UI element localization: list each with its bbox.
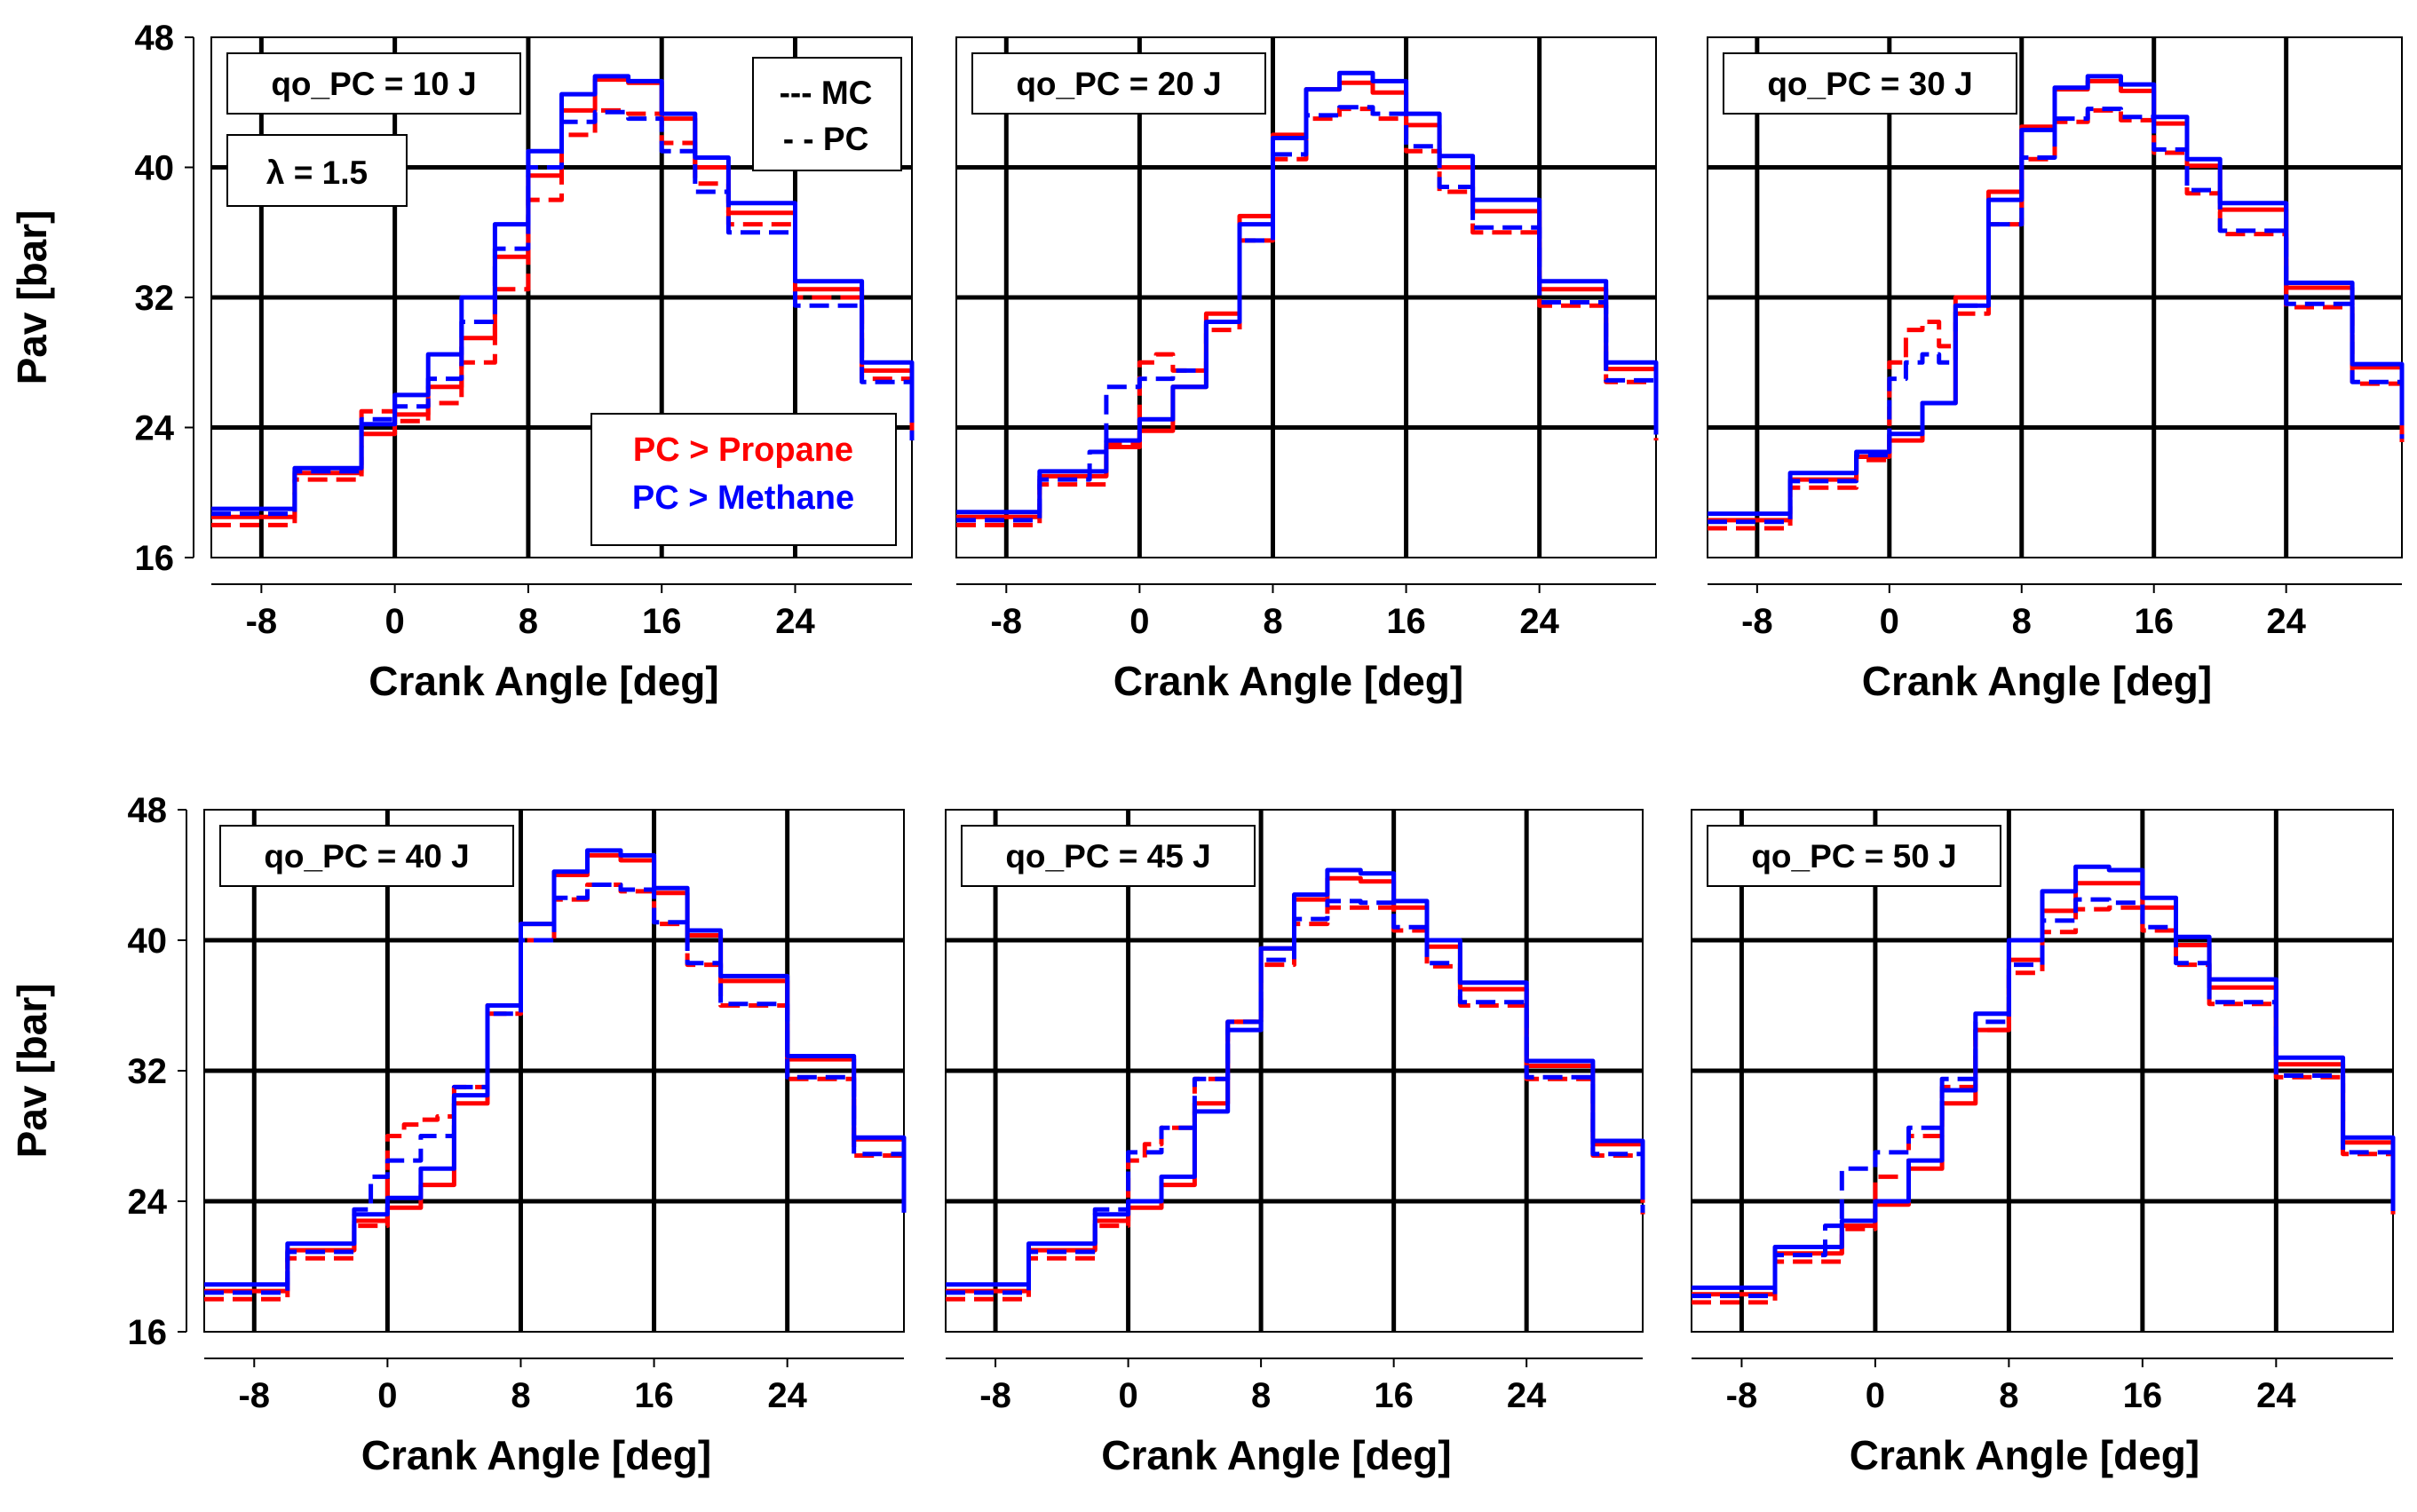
fuel-legend-entry: PC > Methane: [632, 479, 854, 517]
series-line: [204, 883, 907, 1302]
y-tick-label: 16: [128, 1313, 168, 1352]
series-line: [956, 105, 1659, 523]
x-tick-label: -8: [238, 1376, 270, 1415]
y-axis-label: Pav [bar]: [9, 210, 55, 385]
panel-title-box: [961, 825, 1256, 887]
x-axis-label: Crank Angle [deg]: [1862, 658, 2212, 704]
x-axis-label: Crank Angle [deg]: [368, 658, 718, 704]
series-line: [211, 109, 915, 517]
panel-p4: -8 0 8 16 24 Crank Angle [deg] 16 24 32 40 48 Pav […: [9, 791, 907, 1478]
panel-title-box: [1723, 52, 2017, 115]
x-axis-label: Crank Angle [deg]: [361, 1432, 711, 1478]
y-tick-label: 40: [128, 922, 168, 961]
x-tick-label: 8: [1251, 1376, 1271, 1415]
x-tick-label: -8: [990, 602, 1022, 641]
panel-p5: -8 0 8 16 24 Crank Angle [deg] qo_PC = 45 J: [945, 809, 1645, 1478]
panel-title: qo_PC = 45 J: [1005, 838, 1210, 875]
x-axis-label: Crank Angle [deg]: [1101, 1432, 1451, 1478]
series-line: [1708, 107, 2405, 531]
x-tick-label: 24: [1519, 602, 1559, 641]
x-tick-label: 8: [1263, 602, 1282, 641]
y-tick-label: 16: [135, 539, 175, 578]
series-line: [956, 107, 1659, 527]
y-tick-label: 48: [135, 19, 175, 58]
x-tick-label: 0: [385, 602, 405, 641]
series-line: [204, 883, 907, 1295]
x-tick-label: 0: [1129, 602, 1149, 641]
x-tick-label: 8: [511, 1376, 530, 1415]
series-line: [946, 898, 1645, 1295]
series-line: [211, 74, 915, 511]
y-tick-label: 24: [135, 409, 175, 448]
lambda-box: [226, 134, 408, 207]
x-tick-label: -8: [1741, 602, 1773, 641]
panel-p2: -8 0 8 16 24 Crank Angle [deg] qo_PC = 20 J: [955, 36, 1659, 704]
x-tick-label: -8: [979, 1376, 1011, 1415]
x-tick-label: 0: [377, 1376, 397, 1415]
series-line: [1692, 864, 2396, 1290]
x-tick-label: 16: [634, 1376, 674, 1415]
x-tick-label: -8: [1726, 1376, 1758, 1415]
x-tick-label: 24: [775, 602, 815, 641]
line-style-legend: [752, 57, 902, 171]
x-axis-label: Crank Angle [deg]: [1113, 658, 1463, 704]
series-line: [946, 905, 1645, 1302]
fuel-legend-entry: PC > Propane: [633, 431, 853, 469]
panel-title-box: [226, 52, 521, 115]
panel-title: qo_PC = 10 J: [271, 66, 476, 102]
series-line: [956, 70, 1659, 515]
y-axis-label: Pav [bar]: [9, 984, 55, 1159]
panel-p1: -8 0 8 16 24 Crank Angle [deg] 16 24 32 40 48 Pav […: [9, 19, 915, 704]
x-tick-label: 8: [519, 602, 538, 641]
x-tick-label: 8: [2012, 602, 2032, 641]
x-axis-label: Crank Angle [deg]: [1850, 1432, 2199, 1478]
lambda-label: λ = 1.5: [266, 154, 368, 191]
y-tick-label: 32: [128, 1052, 168, 1091]
panel-p6: -8 0 8 16 24 Crank Angle [deg] qo_PC = 50 J: [1691, 809, 2396, 1478]
panel-p3: -8 0 8 16 24 Crank Angle [deg] qo_PC = 30 J: [1707, 36, 2405, 704]
series-line: [1692, 897, 2396, 1299]
x-tick-label: 24: [1507, 1376, 1547, 1415]
panel-title: qo_PC = 40 J: [264, 838, 469, 875]
panel-title: qo_PC = 30 J: [1767, 66, 1972, 102]
x-tick-label: 16: [1374, 1376, 1414, 1415]
panel-title-box: [1707, 825, 2001, 887]
x-tick-label: -8: [246, 602, 278, 641]
panel-title: qo_PC = 50 J: [1751, 838, 1956, 875]
y-tick-label: 24: [128, 1183, 168, 1222]
x-tick-label: 24: [767, 1376, 807, 1415]
y-tick-label: 32: [135, 279, 175, 318]
series-line: [204, 848, 907, 1287]
x-tick-label: 0: [1866, 1376, 1885, 1415]
y-tick-label: 48: [128, 791, 168, 830]
panel-title: qo_PC = 20 J: [1016, 66, 1221, 102]
x-tick-label: 0: [1118, 1376, 1137, 1415]
line-style-legend-entry: --- MC: [780, 75, 873, 111]
x-tick-label: 8: [1999, 1376, 2018, 1415]
x-tick-label: 16: [1386, 602, 1426, 641]
x-tick-label: 16: [2123, 1376, 2163, 1415]
x-tick-label: 0: [1880, 602, 1899, 641]
y-tick-label: 40: [135, 149, 175, 188]
x-tick-label: 24: [2266, 602, 2306, 641]
line-style-legend-entry: - - PC: [783, 121, 869, 157]
series-line: [1708, 107, 2405, 525]
x-tick-label: 16: [642, 602, 682, 641]
x-tick-label: 16: [2134, 602, 2174, 641]
panel-title-box: [971, 52, 1266, 115]
fuel-legend: [590, 413, 897, 546]
x-tick-label: 24: [2256, 1376, 2296, 1415]
panel-title-box: [219, 825, 514, 887]
